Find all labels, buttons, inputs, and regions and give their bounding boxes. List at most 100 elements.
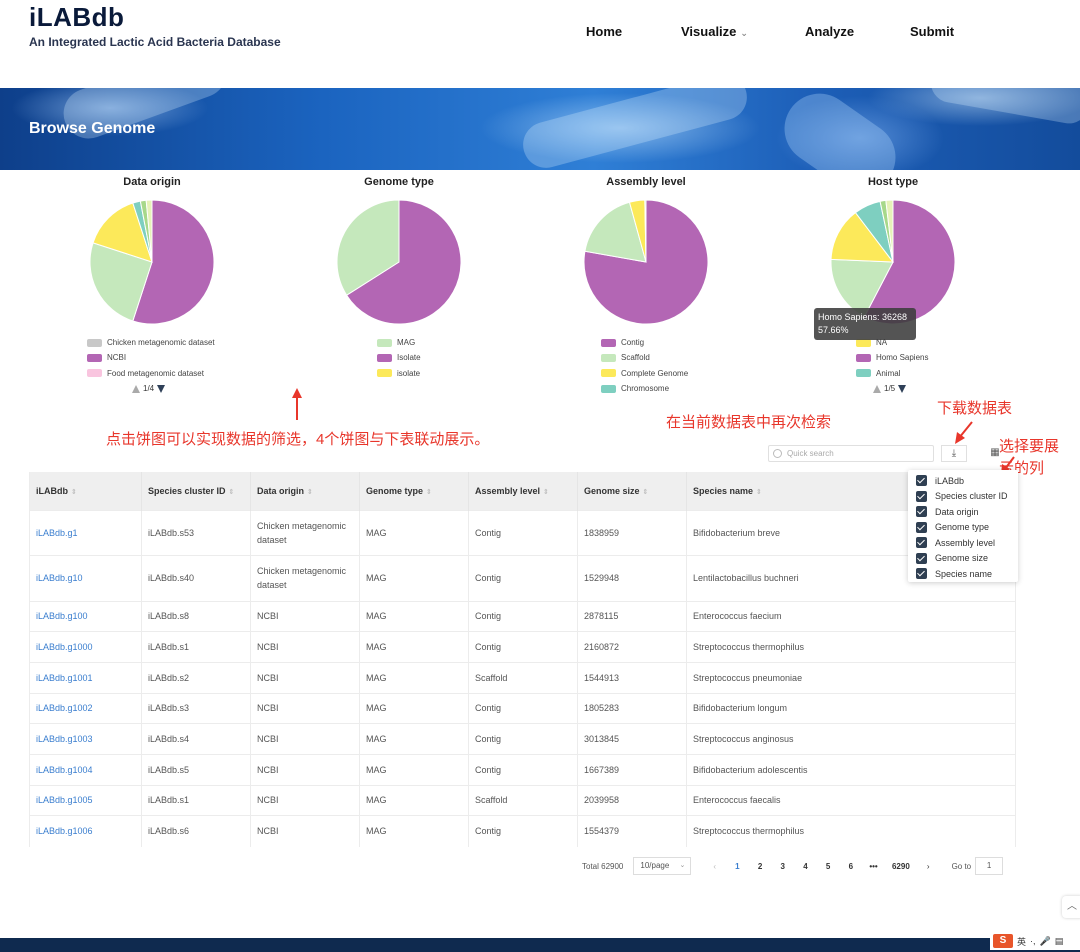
checkbox-checked-icon[interactable] — [916, 490, 927, 502]
checkbox-checked-icon[interactable] — [916, 568, 927, 580]
page-number[interactable]: 5 — [825, 861, 831, 871]
genome-id-link[interactable]: iLABdb.g10 — [29, 555, 142, 601]
genome-id-link[interactable]: iLABdb.g1 — [29, 509, 142, 556]
genome-id-link[interactable]: iLABdb.g1006 — [29, 815, 142, 847]
keyboard-icon[interactable]: ▤ — [1054, 935, 1064, 946]
site-logo[interactable]: iLABdb — [29, 2, 125, 32]
next-page-button[interactable]: › — [926, 861, 930, 871]
page-up-icon[interactable] — [132, 384, 140, 393]
sort-icon[interactable]: ⇕ — [642, 488, 649, 496]
column-header[interactable]: Genome type ⇕ — [359, 472, 469, 510]
page-size-select[interactable]: 10/page ⌄ — [633, 857, 692, 875]
legend-item[interactable]: MAG — [377, 335, 421, 350]
genome-id-link[interactable]: iLABdb.g100 — [29, 600, 142, 632]
page-number[interactable]: 1 — [735, 861, 740, 871]
checkbox-checked-icon[interactable] — [916, 506, 927, 518]
page-number[interactable]: 6290 — [891, 861, 910, 871]
sort-icon[interactable]: ⇕ — [756, 488, 762, 496]
page-number[interactable]: ••• — [869, 861, 878, 871]
page-number[interactable]: 6 — [848, 861, 854, 871]
page-down-icon[interactable] — [157, 384, 166, 393]
column-toggle-label: Genome type — [935, 522, 990, 533]
genome-id-link[interactable]: iLABdb.g1003 — [29, 723, 142, 755]
page-number[interactable]: 3 — [780, 861, 785, 871]
legend-item[interactable]: Complete Genome — [601, 366, 688, 381]
pie-slice[interactable] — [584, 201, 647, 263]
genome-id-link[interactable]: iLABdb.g1002 — [29, 692, 142, 724]
legend-item[interactable]: Food metagenomic dataset — [87, 366, 215, 381]
legend-item[interactable]: Isolate — [377, 350, 421, 365]
pie-slice[interactable] — [145, 199, 153, 263]
microphone-icon[interactable]: 🎤 — [1039, 935, 1051, 946]
column-select-button[interactable]: ▦ — [985, 445, 1005, 462]
pie-slice[interactable] — [830, 211, 895, 263]
download-button[interactable]: ⤓ — [941, 445, 967, 462]
sort-icon[interactable]: ⇕ — [71, 488, 77, 496]
nav-submit[interactable]: Submit — [910, 24, 955, 39]
nav-analyze[interactable]: Analyze — [805, 24, 855, 39]
column-toggle[interactable]: Data origin — [908, 504, 1018, 520]
column-header[interactable]: iLABdb ⇕ — [29, 472, 142, 510]
sort-icon[interactable]: ⇕ — [228, 488, 235, 496]
table-cell: iLABdb.s1 — [141, 631, 251, 663]
table-cell: NCBI — [250, 661, 360, 694]
checkbox-checked-icon[interactable] — [916, 475, 927, 487]
pie-slice[interactable] — [89, 242, 153, 322]
chart-data-origin: Data origin — [52, 176, 252, 396]
page-down-icon[interactable] — [898, 384, 907, 393]
pie-chart-genome-type[interactable] — [299, 196, 499, 346]
column-toggle[interactable]: Assembly level — [908, 535, 1018, 551]
sort-icon[interactable]: ⇕ — [307, 488, 313, 496]
genome-id-link[interactable]: iLABdb.g1005 — [29, 784, 142, 816]
pie-slice[interactable] — [644, 199, 647, 263]
scroll-top-button[interactable]: ︿ — [1062, 896, 1080, 918]
quick-search-input[interactable]: Quick search — [768, 445, 934, 462]
legend-item[interactable]: isolate — [377, 366, 421, 381]
checkbox-checked-icon[interactable] — [916, 552, 927, 564]
column-toggle[interactable]: Genome size — [908, 551, 1018, 567]
ime-mode[interactable]: 英 — [1017, 936, 1027, 947]
column-header[interactable]: Assembly level ⇕ — [468, 472, 578, 510]
pie-slice[interactable] — [336, 199, 400, 296]
page-number[interactable]: 2 — [757, 861, 763, 871]
legend-item[interactable]: Chicken metagenomic dataset — [87, 335, 215, 350]
pie-slice[interactable] — [345, 199, 462, 325]
genome-id-link[interactable]: iLABdb.g1001 — [29, 661, 142, 694]
legend-item[interactable]: NCBI — [87, 350, 215, 365]
checkbox-checked-icon[interactable] — [916, 521, 927, 533]
genome-id-link[interactable]: iLABdb.g1000 — [29, 631, 142, 663]
column-toggle[interactable]: Species cluster ID — [908, 489, 1018, 505]
ime-logo-icon[interactable]: S — [993, 934, 1013, 948]
pie-slice[interactable] — [885, 199, 894, 263]
page-number[interactable]: 4 — [803, 861, 808, 871]
punctuation-icon[interactable]: ·, — [1030, 936, 1036, 946]
table-row: iLABdb.g1001 iLABdb.s2 NCBI MAG Scaffold 1544… — [29, 661, 1016, 694]
column-toggle[interactable]: Genome type — [908, 520, 1018, 536]
prev-page-button[interactable]: ‹ — [713, 861, 717, 871]
goto-page-input[interactable]: 1 — [975, 857, 1004, 875]
sort-icon[interactable]: ⇕ — [543, 488, 549, 496]
column-header[interactable]: Species cluster ID ⇕ — [141, 472, 251, 510]
nav-visualize[interactable]: Visualize ⌄ — [681, 24, 748, 39]
checkbox-checked-icon[interactable] — [916, 537, 927, 549]
legend-label: Contig — [621, 338, 645, 348]
column-header[interactable]: Genome size ⇕ — [577, 472, 687, 510]
pie-chart-assembly-level[interactable] — [546, 196, 746, 346]
legend-item[interactable]: Contig — [601, 335, 688, 350]
column-header[interactable]: Data origin ⇕ — [250, 472, 360, 510]
swatch-icon — [856, 338, 871, 347]
pie-slice[interactable] — [132, 199, 215, 325]
legend-item[interactable]: Chromosome — [601, 381, 688, 396]
nav-home[interactable]: Home — [586, 24, 623, 39]
sort-icon[interactable]: ⇕ — [426, 488, 432, 496]
legend-item[interactable]: NA — [856, 335, 928, 350]
table-cell: Scaffold — [468, 661, 578, 694]
page-up-icon[interactable] — [873, 384, 881, 393]
legend-item[interactable]: Homo Sapiens — [856, 350, 928, 365]
column-toggle[interactable]: Species name — [908, 566, 1018, 582]
legend-item[interactable]: Animal — [856, 366, 928, 381]
legend-item[interactable]: Scaffold — [601, 350, 688, 365]
column-toggle[interactable]: iLABdb — [908, 473, 1018, 489]
genome-id-link[interactable]: iLABdb.g1004 — [29, 753, 142, 786]
pie-chart-data-origin[interactable] — [52, 196, 252, 346]
